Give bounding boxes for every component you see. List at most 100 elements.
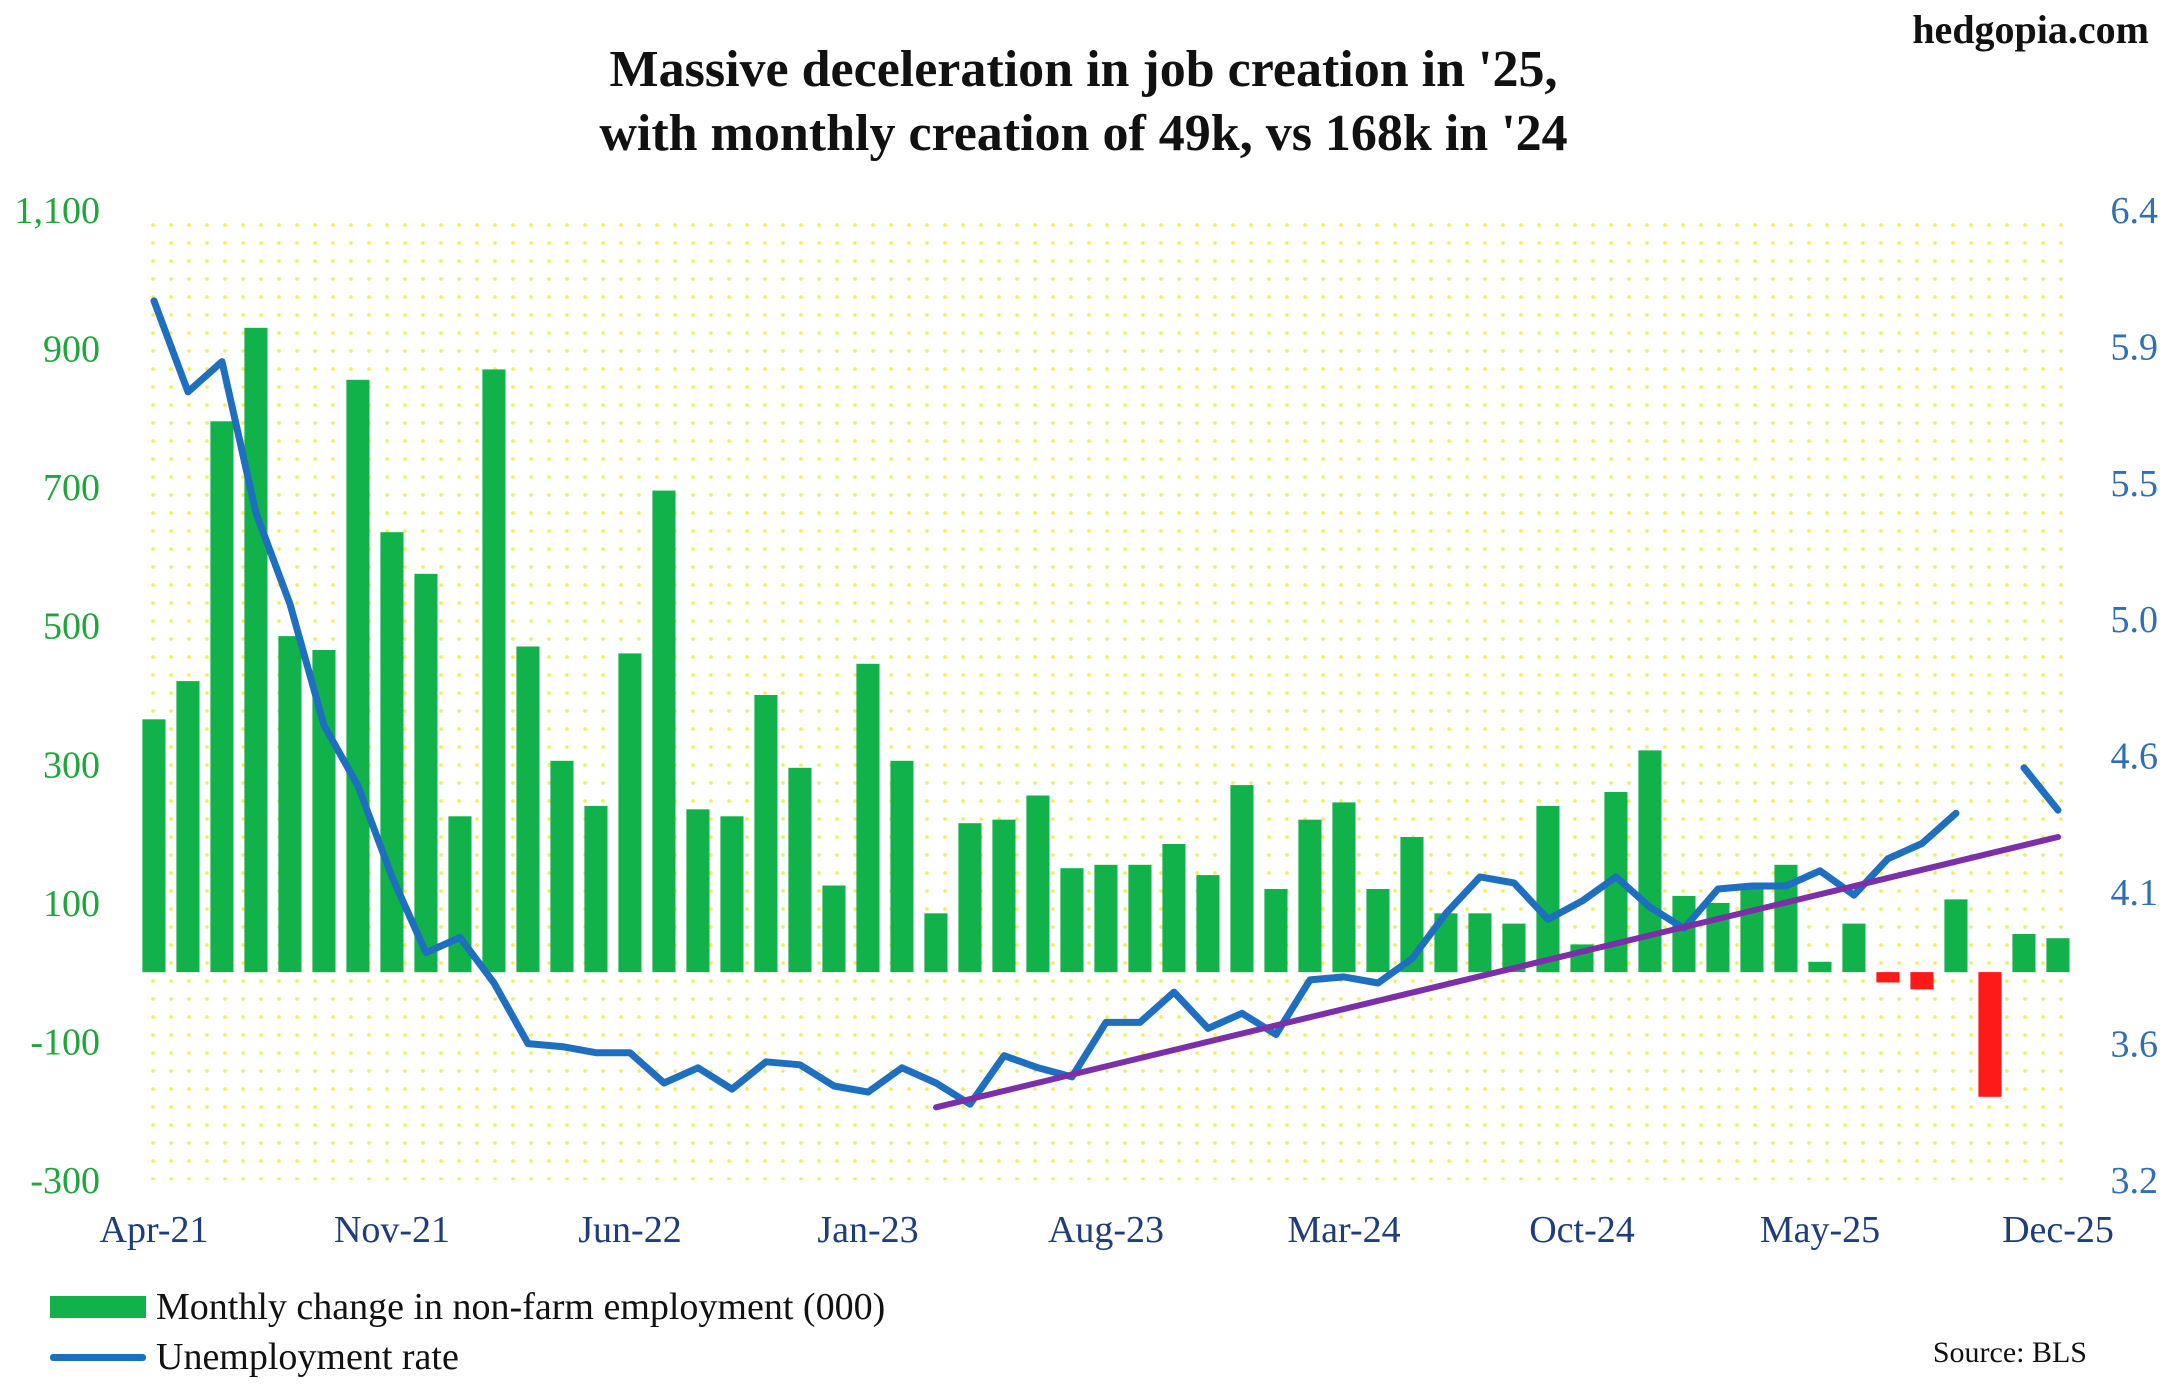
x-tick-label: Jun-22 — [578, 1209, 681, 1251]
left-tick-label: 100 — [43, 883, 100, 925]
bar-47 — [1740, 889, 1764, 973]
bar-29 — [1128, 864, 1152, 973]
legend-label-unemployment: Unemployment rate — [156, 1336, 459, 1378]
bar-3 — [244, 327, 268, 973]
bar-50 — [1842, 923, 1866, 973]
plot-area-background — [137, 210, 2075, 1180]
bar-21 — [856, 663, 880, 973]
bar-30 — [1162, 844, 1186, 973]
left-tick-label: 700 — [43, 467, 100, 509]
right-tick-label: 4.1 — [2111, 872, 2159, 914]
bar-41 — [1536, 805, 1560, 973]
bar-11 — [516, 646, 540, 973]
bar-12 — [550, 760, 574, 973]
x-tick-label: Aug-23 — [1048, 1209, 1164, 1251]
bar-52 — [1910, 972, 1934, 990]
bar-15 — [652, 490, 676, 973]
bar-22 — [890, 760, 914, 973]
bar-46 — [1706, 902, 1730, 973]
left-tick-label: 300 — [43, 744, 100, 786]
bar-32 — [1230, 785, 1254, 973]
bar-13 — [584, 805, 608, 973]
bar-20 — [822, 885, 846, 973]
x-axis-ticks: Apr-21 Nov-21 Jun-22 Jan-23 Aug-23 Mar-24 Oct-… — [100, 1209, 2114, 1251]
right-axis-ticks: 6.4 5.9 5.5 5.0 4.6 4.1 3.6 3.2 — [2111, 190, 2159, 1202]
bar-55 — [2012, 934, 2036, 973]
bar-40 — [1502, 923, 1526, 973]
bar-25 — [992, 819, 1016, 973]
brand-watermark: hedgopia.com — [1912, 7, 2149, 52]
chart-title: Massive deceleration in job creation in … — [0, 38, 2167, 166]
legend-swatch-bars — [50, 1296, 146, 1318]
bar-37 — [1400, 837, 1424, 973]
bar-1 — [176, 681, 200, 973]
right-tick-label: 6.4 — [2111, 190, 2159, 232]
x-tick-label: May-25 — [1760, 1209, 1880, 1251]
line-series-group — [150, 297, 2062, 1111]
chart-title-line-2: with monthly creation of 49k, vs 168k in… — [599, 105, 1568, 162]
bar-9 — [448, 816, 472, 973]
left-tick-label: -100 — [30, 1021, 100, 1063]
bar-17 — [720, 816, 744, 973]
bar-53 — [1944, 899, 1968, 973]
x-tick-label: Apr-21 — [100, 1209, 209, 1251]
right-tick-label: 5.5 — [2111, 463, 2159, 505]
bar-34 — [1298, 819, 1322, 973]
unemployment-line-segment-0 — [150, 297, 1960, 1108]
x-tick-label: Jan-23 — [817, 1209, 918, 1251]
bar-6 — [346, 379, 370, 973]
bar-33 — [1264, 889, 1288, 973]
bar-26 — [1026, 795, 1050, 973]
left-tick-label: 500 — [43, 606, 100, 648]
bar-2 — [210, 421, 234, 973]
bar-48 — [1774, 864, 1798, 973]
legend-item-employment: Monthly change in non-farm employment (0… — [50, 1282, 885, 1332]
bar-8 — [414, 573, 438, 973]
bar-14 — [618, 653, 642, 973]
bar-44 — [1638, 750, 1662, 973]
bar-24 — [958, 823, 982, 973]
left-axis-ticks: 1,100 900 700 500 300 100 -100 -300 — [15, 190, 101, 1202]
right-tick-label: 3.2 — [2111, 1160, 2159, 1202]
legend: Monthly change in non-farm employment (0… — [50, 1282, 885, 1382]
unemployment-line-segment-1 — [2020, 764, 2062, 814]
chart-title-line-1: Massive deceleration in job creation in … — [609, 41, 1558, 98]
bar-19 — [788, 767, 812, 973]
right-tick-label: 5.9 — [2111, 326, 2159, 368]
bar-49 — [1808, 961, 1832, 973]
x-tick-label: Dec-25 — [2002, 1209, 2114, 1251]
x-tick-label: Oct-24 — [1529, 1209, 1635, 1251]
legend-label-employment: Monthly change in non-farm employment (0… — [156, 1286, 886, 1328]
x-tick-label: Mar-24 — [1287, 1209, 1400, 1251]
right-tick-label: 5.0 — [2111, 599, 2159, 641]
bar-28 — [1094, 864, 1118, 973]
source-note: Source: BLS — [1932, 1336, 2087, 1369]
right-tick-label: 4.6 — [2111, 736, 2159, 778]
bar-35 — [1332, 802, 1356, 973]
bar-16 — [686, 809, 710, 973]
bar-0 — [142, 719, 166, 973]
bar-18 — [754, 695, 778, 973]
legend-item-unemployment: Unemployment rate — [50, 1332, 885, 1382]
bar-39 — [1468, 913, 1492, 973]
bar-38 — [1434, 913, 1458, 973]
trend-line — [933, 834, 2061, 1111]
bar-4 — [278, 636, 302, 973]
x-tick-label: Nov-21 — [334, 1209, 450, 1251]
bar-51 — [1876, 972, 1900, 983]
bar-36 — [1366, 889, 1390, 973]
bar-7 — [380, 532, 404, 973]
bar-27 — [1060, 868, 1084, 973]
left-tick-label: 900 — [43, 329, 100, 371]
bar-31 — [1196, 875, 1220, 973]
left-tick-label: -300 — [30, 1160, 100, 1202]
bar-54 — [1978, 972, 2002, 1097]
bar-43 — [1604, 792, 1628, 973]
legend-swatch-line — [50, 1353, 146, 1361]
left-tick-label: 1,100 — [15, 190, 101, 232]
right-tick-label: 3.6 — [2111, 1024, 2159, 1066]
bar-10 — [482, 369, 506, 973]
bar-45 — [1672, 895, 1696, 973]
bar-56 — [2046, 938, 2070, 973]
bar-23 — [924, 913, 948, 973]
